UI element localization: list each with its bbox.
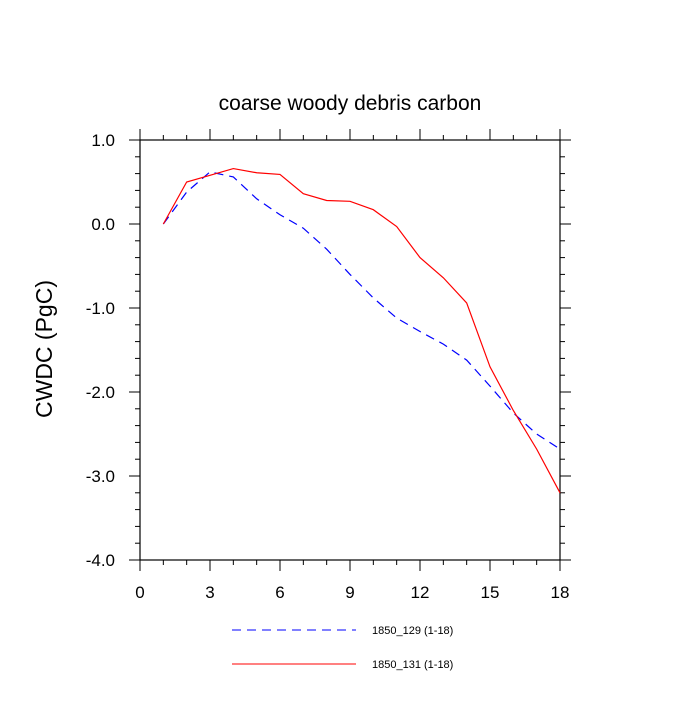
legend-label-1: 1850_129 (1-18) [372, 625, 453, 637]
x-tick-label: 0 [135, 583, 144, 602]
x-tick-label: 3 [205, 583, 214, 602]
x-tick-label: 15 [481, 583, 500, 602]
y-tick-label: 0.0 [91, 215, 115, 234]
x-tick-label: 6 [275, 583, 284, 602]
x-tick-label: 18 [551, 583, 570, 602]
y-tick-label: -2.0 [86, 383, 115, 402]
x-tick-label: 12 [411, 583, 430, 602]
y-tick-label: -1.0 [86, 299, 115, 318]
legend-label-2: 1850_131 (1-18) [372, 659, 453, 671]
plot-layer: 0 3 6 9 12 15 18 1.0 0.0 -1.0 -2.0 -3.0 -4.0 [86, 129, 571, 602]
plot-frame [139, 139, 561, 561]
y-tick-label: -3.0 [86, 467, 115, 486]
legend: 1850_129 (1-18) 1850_131 (1-18) [232, 625, 453, 671]
x-tick-label: 9 [345, 583, 354, 602]
y-tick-label: -4.0 [86, 551, 115, 570]
y-tick-label: 1.0 [91, 131, 115, 150]
series-line-1 [162, 171, 561, 450]
series-line-2 [162, 167, 561, 494]
chart-title: coarse woody debris carbon [219, 92, 482, 115]
y-axis-label: CWDC (PgC) [31, 280, 57, 418]
